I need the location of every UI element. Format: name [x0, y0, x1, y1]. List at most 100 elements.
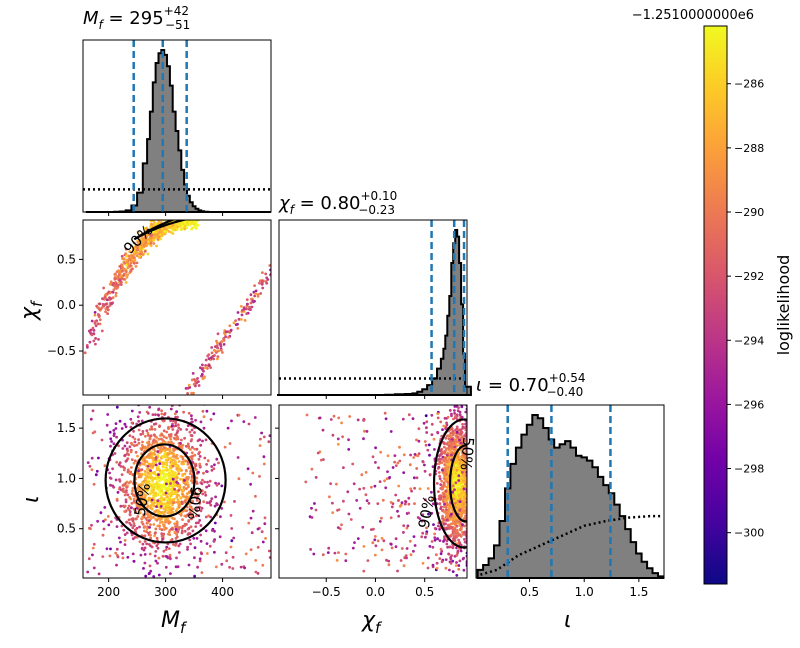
sample-point	[127, 254, 131, 258]
sample-point	[195, 447, 199, 451]
sample-point	[101, 297, 104, 301]
sample-point	[180, 438, 183, 442]
sample-point	[163, 473, 167, 477]
sample-point	[236, 322, 239, 326]
sample-point	[386, 454, 390, 458]
sample-point	[137, 238, 141, 241]
sample-point	[119, 465, 123, 468]
sample-point	[116, 555, 120, 559]
sample-point	[186, 462, 190, 466]
sample-point	[259, 437, 262, 441]
sample-point	[450, 512, 453, 516]
sample-point	[134, 265, 138, 268]
sample-point	[163, 478, 167, 482]
sample-point	[442, 481, 446, 485]
sample-point	[162, 461, 166, 465]
sample-point	[140, 491, 143, 494]
sample-point	[143, 470, 147, 473]
sample-point	[90, 523, 93, 527]
sample-point	[169, 474, 173, 477]
sample-point	[146, 252, 150, 256]
sample-point	[172, 458, 175, 462]
sample-point	[348, 415, 352, 418]
sample-point	[139, 553, 143, 557]
sample-point	[248, 305, 251, 309]
sample-point	[439, 552, 443, 556]
sample-point	[459, 527, 463, 531]
sample-point	[378, 520, 382, 523]
sample-point	[169, 437, 173, 441]
sample-point	[130, 517, 134, 521]
sample-point	[198, 559, 202, 563]
sample-point	[458, 466, 461, 469]
sample-point	[172, 227, 175, 230]
sample-point	[250, 531, 254, 535]
sample-point	[340, 523, 343, 527]
sample-point	[409, 487, 413, 491]
sample-point	[442, 523, 446, 526]
sample-point	[453, 409, 456, 412]
sample-point	[417, 439, 421, 443]
sample-point	[446, 483, 450, 486]
sample-point	[454, 439, 458, 443]
sample-point	[190, 391, 194, 395]
sample-point	[321, 553, 325, 557]
sample-point	[142, 462, 146, 466]
sample-point	[94, 324, 98, 328]
x-tick-label: 300	[154, 585, 177, 599]
sample-point	[199, 443, 203, 447]
sample-point	[441, 428, 444, 431]
sample-point	[457, 406, 460, 409]
sample-point	[115, 435, 118, 439]
colorbar-tick-label: −296	[734, 398, 764, 411]
sample-point	[175, 556, 178, 560]
sample-point	[187, 513, 190, 517]
sample-point	[217, 482, 221, 485]
title-chi: χf = 0.80+0.10 −0.23	[278, 189, 397, 217]
sample-point	[273, 272, 276, 275]
sample-point	[413, 486, 416, 490]
sample-point	[209, 356, 213, 360]
sample-point	[145, 460, 149, 464]
sample-point	[176, 469, 180, 473]
sample-point	[134, 510, 138, 514]
sample-point	[460, 430, 464, 434]
sample-point	[249, 482, 253, 486]
sample-point	[337, 416, 341, 420]
sample-point	[156, 397, 159, 400]
sample-point	[183, 227, 187, 231]
sample-point	[401, 417, 405, 421]
sample-point	[144, 512, 148, 516]
sample-point	[347, 438, 350, 442]
sample-point	[154, 473, 158, 477]
sample-point	[444, 506, 448, 509]
sample-point	[251, 509, 255, 513]
sample-point	[449, 534, 453, 537]
sample-point	[162, 419, 166, 423]
sample-point	[154, 580, 157, 583]
sample-point	[162, 465, 166, 469]
sample-point	[452, 495, 456, 499]
sample-point	[152, 242, 156, 245]
sample-point	[147, 240, 150, 244]
sample-point	[150, 427, 154, 431]
sample-point	[111, 296, 115, 300]
sample-point	[121, 489, 125, 493]
sample-point	[445, 485, 449, 489]
sample-point	[403, 502, 407, 506]
x-tick-label: 0.0	[366, 585, 385, 599]
xlabel-chi: χf	[361, 608, 383, 637]
sample-point	[86, 461, 90, 464]
sample-point	[445, 473, 448, 476]
sample-point	[138, 411, 142, 414]
sample-point	[138, 400, 141, 403]
sample-point	[187, 411, 191, 415]
sample-point	[232, 321, 236, 325]
sample-point	[106, 413, 110, 416]
sample-point	[125, 254, 128, 258]
sample-point	[236, 327, 240, 330]
sample-point	[453, 445, 457, 449]
sample-point	[127, 262, 130, 266]
sample-point	[452, 527, 456, 531]
sample-point	[121, 447, 125, 450]
